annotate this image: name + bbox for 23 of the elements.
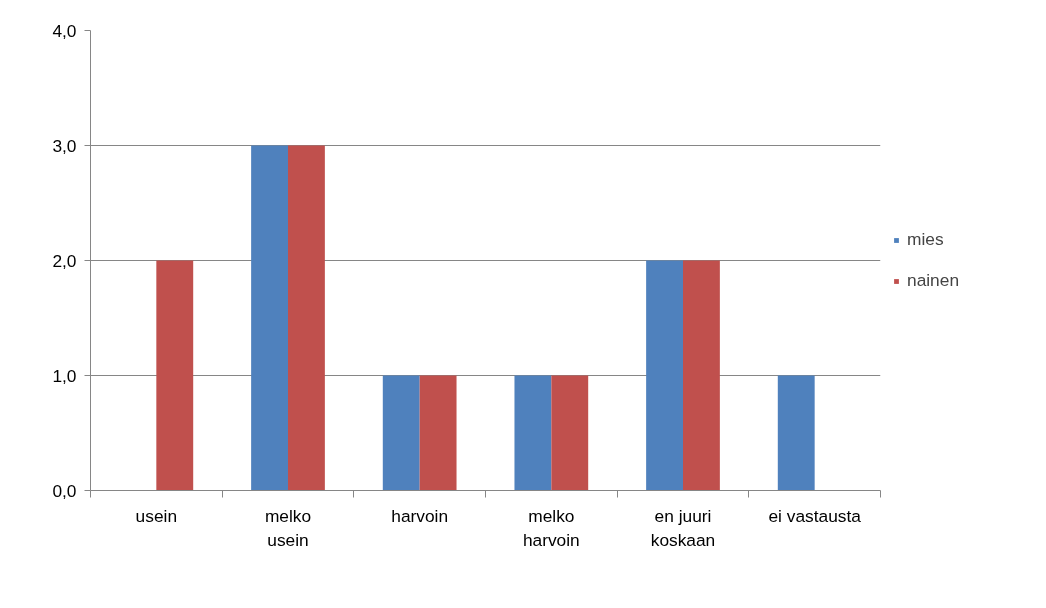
x-tick-label: melko harvoin — [522, 505, 580, 550]
x-tick-label: usein — [135, 505, 178, 526]
bar — [251, 145, 288, 491]
bar — [777, 375, 815, 491]
bar — [514, 375, 552, 491]
x-tick-label: en juuri koskaan — [650, 505, 716, 550]
x-tick-label: harvoin — [391, 505, 449, 526]
bar — [551, 375, 589, 491]
y-tick-label: 0,0 — [52, 480, 77, 501]
legend-label: nainen — [907, 270, 960, 291]
bar — [156, 260, 194, 491]
bar — [683, 260, 720, 491]
legend-label: mies — [907, 229, 944, 250]
x-tick-label: ei vastausta — [768, 505, 862, 526]
bar — [646, 260, 683, 491]
x-tick-label: melko usein — [264, 505, 312, 550]
bar — [288, 145, 325, 491]
y-tick-label: 3,0 — [52, 135, 77, 156]
bar — [382, 375, 420, 491]
y-tick-label: 4,0 — [52, 20, 77, 41]
y-tick-label: 2,0 — [52, 250, 77, 271]
y-tick-label: 1,0 — [52, 365, 77, 386]
bar — [419, 375, 457, 491]
